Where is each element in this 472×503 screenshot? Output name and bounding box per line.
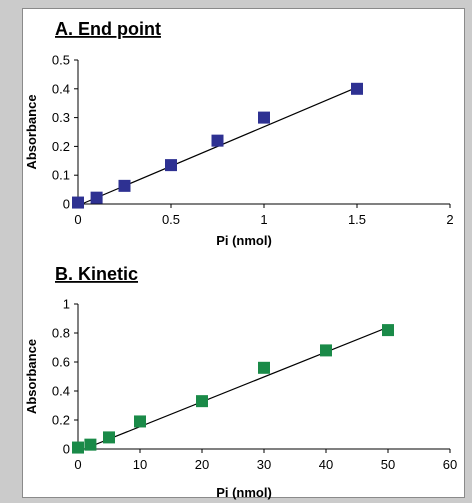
data-point-b	[103, 431, 115, 444]
data-point-a	[211, 134, 224, 147]
y-tick-label-b: 0.6	[52, 355, 70, 370]
y-tick-label-a: 0.4	[52, 81, 70, 96]
data-point-b	[84, 438, 97, 451]
data-point-b	[134, 415, 146, 428]
x-tick-label-b: 50	[381, 457, 395, 472]
data-point-a	[118, 179, 131, 192]
x-tick-label-a: 1	[260, 212, 267, 227]
x-axis-label-b: Pi (nmol)	[216, 485, 272, 500]
y-tick-label-b: 0.2	[52, 413, 70, 428]
y-axis-label-b: Absorbance	[24, 339, 39, 414]
y-tick-label-a: 0.1	[52, 168, 70, 183]
data-point-b	[382, 324, 394, 337]
x-axis-label-a: Pi (nmol)	[216, 233, 272, 248]
x-tick-label-b: 0	[74, 457, 81, 472]
y-tick-label-b: 0.8	[52, 326, 70, 341]
x-tick-label-a: 0	[74, 212, 81, 227]
x-tick-label-b: 20	[195, 457, 209, 472]
y-tick-label-b: 1	[63, 297, 70, 312]
data-point-a	[258, 111, 270, 124]
chart-panel	[22, 8, 465, 498]
x-tick-label-b: 10	[133, 457, 147, 472]
chart-title-b: B. Kinetic	[55, 264, 138, 284]
trendline-b	[83, 326, 389, 450]
y-axis-label-a: Absorbance	[24, 94, 39, 169]
data-point-a	[72, 196, 84, 209]
data-point-b	[196, 395, 208, 408]
y-tick-label-a: 0.3	[52, 110, 70, 125]
y-tick-label-b: 0	[63, 442, 70, 457]
data-point-b	[320, 344, 332, 357]
data-point-b	[258, 361, 270, 374]
chart-title-a: A. End point	[55, 19, 161, 39]
data-point-a	[165, 159, 177, 172]
x-tick-label-a: 1.5	[348, 212, 366, 227]
x-tick-label-b: 30	[257, 457, 271, 472]
y-tick-label-b: 0.4	[52, 384, 70, 399]
y-tick-label-a: 0.5	[52, 53, 70, 68]
y-tick-label-a: 0	[63, 197, 70, 212]
data-point-a	[90, 191, 103, 204]
x-tick-label-b: 60	[443, 457, 457, 472]
x-tick-label-a: 0.5	[162, 212, 180, 227]
data-point-b	[72, 441, 84, 454]
x-tick-label-a: 2	[446, 212, 453, 227]
y-tick-label-a: 0.2	[52, 139, 70, 154]
data-point-a	[351, 82, 363, 95]
x-tick-label-b: 40	[319, 457, 333, 472]
